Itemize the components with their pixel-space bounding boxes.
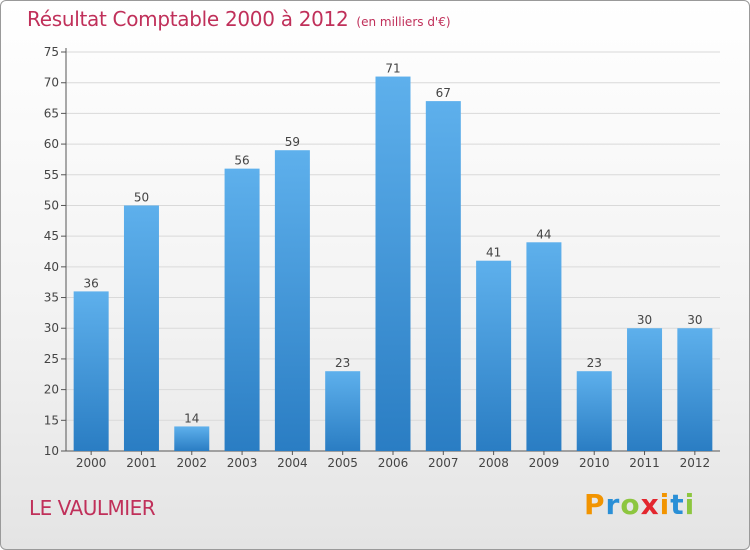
bar-2001 <box>123 205 159 451</box>
y-tick-label: 50 <box>44 198 59 212</box>
chart-subtitle: (en milliers d'€) <box>356 15 451 29</box>
bar-2005 <box>325 371 361 451</box>
x-tick-label: 2007 <box>428 456 459 470</box>
y-tick-label: 75 <box>44 45 59 59</box>
data-label: 71 <box>385 62 400 76</box>
x-tick-label: 2004 <box>277 456 308 470</box>
bar-2006 <box>375 76 411 452</box>
bar-2004 <box>274 150 310 451</box>
x-tick-label: 2005 <box>327 456 358 470</box>
data-label: 23 <box>335 356 350 370</box>
brand-letter: r <box>605 488 621 521</box>
y-tick-label: 25 <box>44 352 59 366</box>
x-tick-label: 2003 <box>227 456 258 470</box>
y-tick-label: 15 <box>44 413 59 427</box>
y-tick-label: 45 <box>44 229 59 243</box>
bar-2002 <box>174 426 210 451</box>
data-label: 67 <box>436 86 451 100</box>
x-tick-label: 2002 <box>176 456 207 470</box>
y-tick-label: 60 <box>44 137 59 151</box>
bar-2010 <box>576 371 612 451</box>
location-label: LE VAULMIER <box>29 496 156 520</box>
brand-letter: i <box>684 488 696 521</box>
x-tick-label: 2010 <box>579 456 610 470</box>
brand-letter: x <box>640 488 660 521</box>
bar-2012 <box>677 328 713 451</box>
proxiti-logo: Proxiti <box>584 488 695 521</box>
y-tick-label: 70 <box>44 76 59 90</box>
data-label: 50 <box>134 190 149 204</box>
data-label: 44 <box>536 227 551 241</box>
x-tick-label: 2006 <box>378 456 409 470</box>
brand-letter: t <box>670 488 685 521</box>
data-label: 56 <box>234 154 249 168</box>
x-tick-label: 2001 <box>126 456 157 470</box>
y-tick-label: 35 <box>44 291 59 305</box>
y-tick-label: 30 <box>44 321 59 335</box>
data-label: 36 <box>84 276 99 290</box>
y-tick-label: 55 <box>44 168 59 182</box>
y-tick-label: 40 <box>44 260 59 274</box>
x-tick-label: 2000 <box>76 456 107 470</box>
data-label: 59 <box>285 135 300 149</box>
chart-header: Résultat Comptable 2000 à 2012 (en millie… <box>27 7 451 31</box>
bar-2003 <box>224 168 260 451</box>
x-tick-label: 2009 <box>529 456 560 470</box>
y-tick-label: 65 <box>44 106 59 120</box>
bar-2011 <box>627 328 663 451</box>
data-label: 30 <box>637 313 652 327</box>
x-tick-label: 2012 <box>680 456 711 470</box>
x-tick-label: 2008 <box>478 456 509 470</box>
brand-letter: P <box>584 488 606 521</box>
brand-letter: o <box>620 488 641 521</box>
y-tick-label: 20 <box>44 383 59 397</box>
bar-2008 <box>476 260 512 451</box>
data-label: 41 <box>486 246 501 260</box>
bar-2007 <box>425 101 461 451</box>
y-tick-label: 10 <box>44 444 59 458</box>
chart-title: Résultat Comptable 2000 à 2012 <box>27 7 349 31</box>
bar-2009 <box>526 242 562 451</box>
data-label: 23 <box>587 356 602 370</box>
x-tick-label: 2011 <box>629 456 660 470</box>
data-label: 14 <box>184 411 199 425</box>
brand-letter: i <box>659 488 671 521</box>
bar-2000 <box>73 291 109 451</box>
data-label: 30 <box>687 313 702 327</box>
